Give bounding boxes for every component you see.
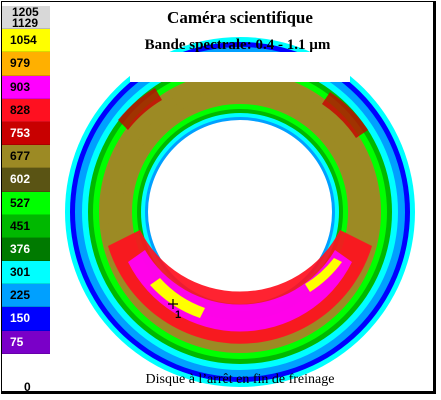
- scale-band: 75: [2, 330, 50, 354]
- scale-top-value: 1205: [12, 5, 39, 19]
- scale-second-value: 1129: [12, 16, 39, 30]
- scale-band: 602: [2, 168, 50, 192]
- temperature-scale: 1054 979 903 828 753 677 602 527 451 376 301 225 150…: [2, 6, 50, 354]
- scale-band: 225: [2, 284, 50, 308]
- scale-band: 677: [2, 145, 50, 169]
- scale-band-top: [2, 6, 50, 30]
- scale-band: 979: [2, 52, 50, 76]
- hot-zone-yellow-right: [305, 258, 342, 292]
- scale-band: 451: [2, 214, 50, 238]
- scale-band: 828: [2, 98, 50, 122]
- hot-zone-red: [108, 230, 372, 344]
- marker-label: 1: [175, 309, 181, 321]
- scale-bottom-value: 0: [24, 380, 31, 394]
- scale-band: 753: [2, 121, 50, 146]
- measurement-marker: 1: [168, 299, 181, 321]
- page-subtitle: Bande spectrale: 0.4 - 1.1 µm: [144, 37, 331, 53]
- page-title: Caméra scientifique: [167, 8, 313, 27]
- scale-band: 301: [2, 261, 50, 285]
- scale-band: 376: [2, 237, 50, 262]
- upper-right-red-patch: [322, 92, 368, 138]
- scale-band: 903: [2, 75, 50, 99]
- scale-band: 1054: [2, 29, 50, 53]
- scale-band: 527: [2, 191, 50, 215]
- scale-band: 150: [2, 307, 50, 331]
- image-caption: Disque à l’arrêt en fin de freinage: [145, 372, 335, 387]
- hot-zone-yellow: [150, 278, 205, 318]
- upper-left-red-patch: [118, 88, 162, 130]
